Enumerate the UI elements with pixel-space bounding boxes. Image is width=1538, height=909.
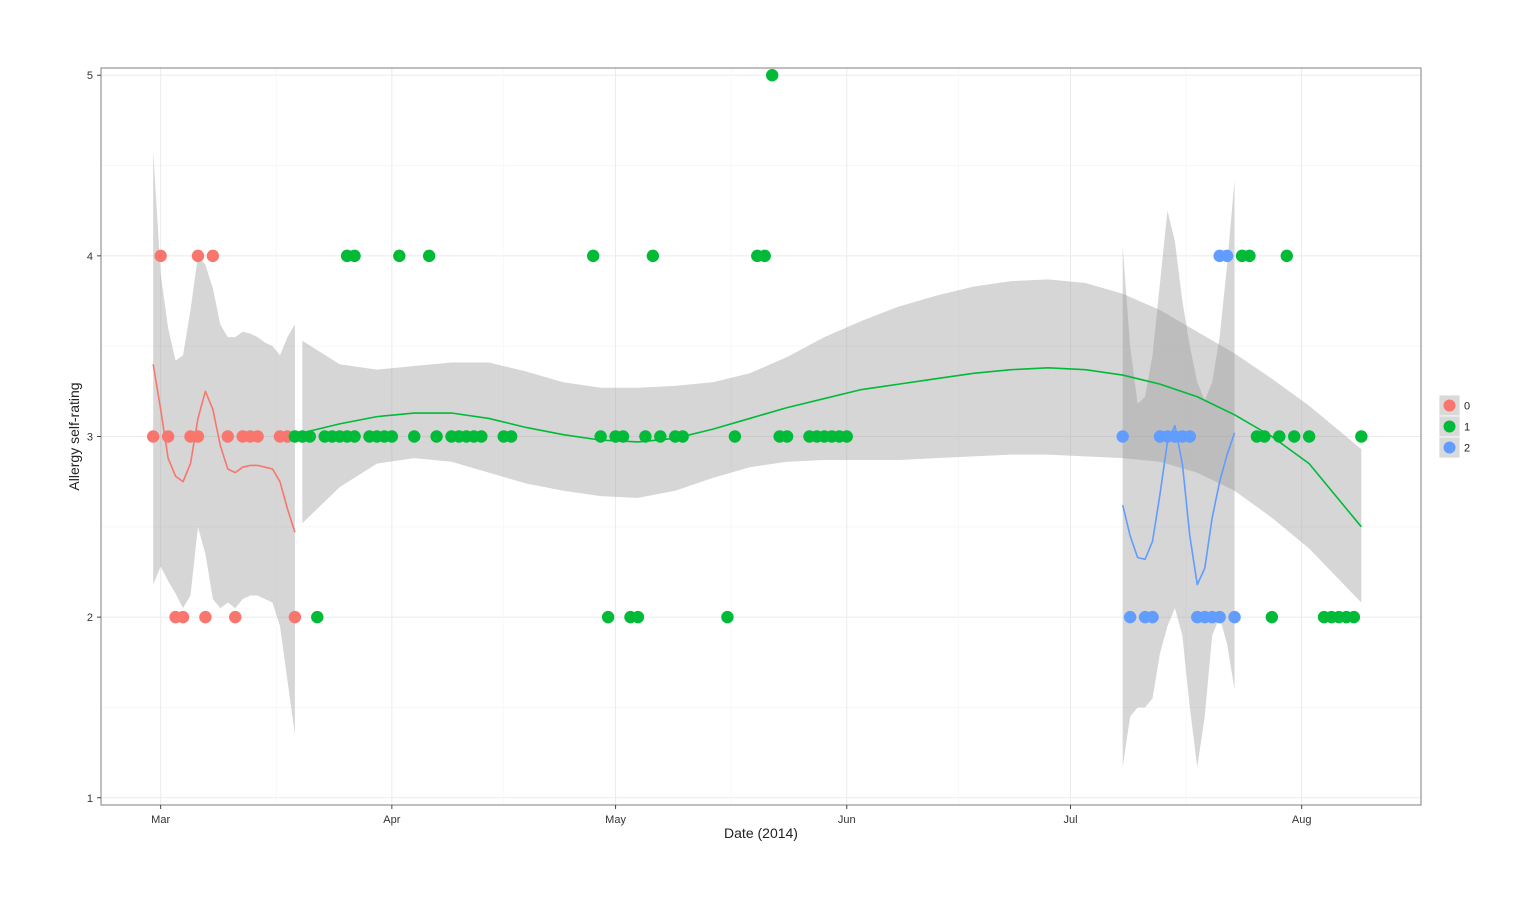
data-point-series-0	[191, 430, 205, 443]
data-point-series-1	[504, 430, 518, 443]
data-point-series-1	[765, 69, 779, 82]
data-point-series-0	[161, 430, 175, 443]
data-point-series-0	[176, 610, 190, 624]
data-point-series-1	[587, 249, 600, 263]
x-tick-label: May	[605, 814, 626, 826]
data-point-series-1	[676, 430, 689, 443]
confidence-band-series-0	[153, 151, 295, 735]
data-point-series-1	[475, 430, 488, 443]
data-point-series-1	[631, 610, 645, 624]
x-tick-label: Jul	[1063, 814, 1077, 826]
legend-label-0: 0	[1464, 401, 1470, 413]
data-point-series-2	[1123, 610, 1137, 624]
y-tick-label: 5	[87, 70, 93, 82]
data-point-series-0	[191, 249, 205, 263]
data-point-series-0	[147, 430, 160, 443]
data-point-series-1	[639, 430, 652, 443]
data-point-series-0	[221, 430, 234, 443]
data-point-series-1	[348, 430, 361, 443]
data-point-series-2	[1213, 610, 1226, 624]
data-point-series-1	[348, 249, 361, 263]
legend: 0 1 2	[1438, 394, 1470, 459]
data-point-series-1	[840, 430, 853, 443]
data-point-series-2	[1183, 430, 1197, 443]
axes: 1 2 3 4 5 Mar Apr May Jun Jul Aug	[87, 70, 1312, 826]
x-tick-label: Aug	[1292, 814, 1312, 826]
x-tick-label: Apr	[383, 814, 400, 826]
x-tick-label: Mar	[151, 814, 170, 826]
data-point-series-1	[1288, 430, 1301, 443]
y-tick-label: 2	[87, 612, 93, 624]
smooth-line-series-2	[1121, 424, 1236, 586]
data-point-series-1	[311, 610, 324, 624]
data-point-series-1	[654, 430, 667, 443]
smooth-lines	[152, 364, 1362, 586]
legend-label-1: 1	[1464, 422, 1470, 434]
data-point-series-1	[1302, 430, 1316, 443]
data-point-series-0	[251, 430, 264, 443]
data-point-series-1	[393, 249, 406, 263]
data-points	[147, 69, 1368, 624]
y-axis-title: Allergy self-rating	[66, 382, 82, 490]
legend-symbol-0	[1443, 399, 1456, 412]
data-point-series-2	[1228, 610, 1241, 624]
data-point-series-1	[728, 430, 742, 443]
data-point-series-1	[601, 610, 615, 624]
y-tick-label: 4	[87, 251, 93, 263]
confidence-band-series-2	[1122, 179, 1235, 768]
data-point-series-2	[1116, 430, 1129, 443]
data-point-series-1	[758, 249, 771, 263]
data-point-series-1	[430, 430, 443, 443]
data-point-series-2	[1220, 249, 1234, 263]
data-point-series-1	[1347, 610, 1361, 624]
smooth-line-series-0	[152, 364, 296, 533]
x-tick-label: Jun	[838, 814, 856, 826]
data-point-series-2	[1146, 610, 1159, 624]
data-point-series-1	[303, 430, 317, 443]
smooth-line-series-1	[302, 367, 1362, 528]
data-point-series-1	[1258, 430, 1271, 443]
data-point-series-1	[1273, 430, 1286, 443]
data-point-series-0	[154, 249, 167, 263]
y-tick-label: 1	[87, 793, 93, 805]
data-point-series-1	[721, 610, 734, 624]
legend-label-2: 2	[1464, 443, 1470, 455]
x-axis-title: Date (2014)	[724, 825, 798, 841]
data-point-series-1	[1280, 249, 1293, 263]
data-point-series-0	[199, 610, 212, 624]
y-tick-label: 3	[87, 432, 93, 444]
data-point-series-1	[1265, 610, 1279, 624]
data-point-series-0	[288, 610, 302, 624]
data-point-series-1	[1243, 249, 1256, 263]
data-point-series-0	[206, 249, 220, 263]
data-point-series-1	[646, 249, 660, 263]
data-point-series-1	[422, 249, 436, 263]
legend-symbol-1	[1443, 420, 1456, 433]
data-point-series-1	[616, 430, 630, 443]
data-point-series-1	[780, 430, 794, 443]
data-point-series-1	[385, 430, 399, 443]
data-point-series-1	[408, 430, 421, 443]
data-point-series-1	[1355, 430, 1368, 443]
data-point-series-0	[229, 610, 242, 624]
confidence-bands	[153, 151, 1362, 768]
data-point-series-1	[594, 430, 607, 443]
legend-symbol-2	[1443, 441, 1456, 454]
